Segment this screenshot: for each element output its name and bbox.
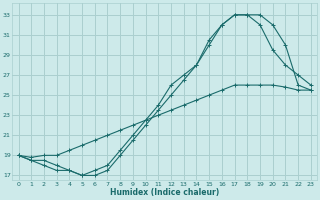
X-axis label: Humidex (Indice chaleur): Humidex (Indice chaleur) xyxy=(110,188,219,197)
